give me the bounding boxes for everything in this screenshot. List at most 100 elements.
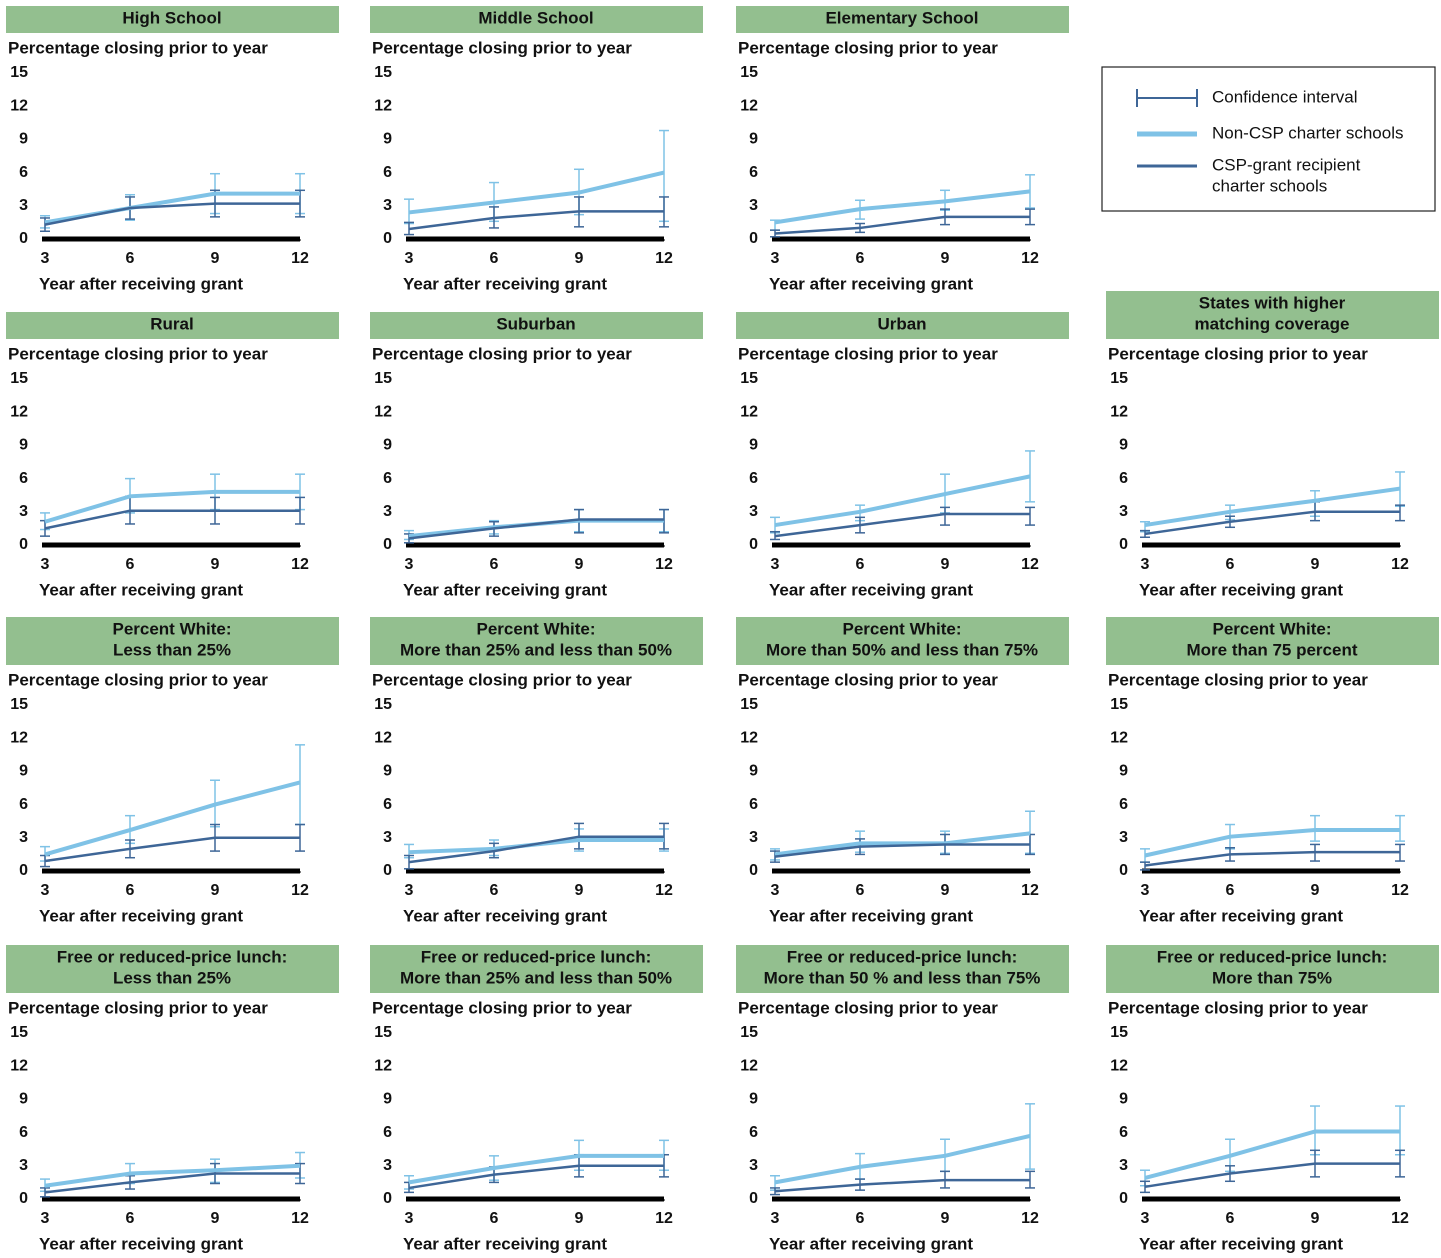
y-tick-label: 12 xyxy=(740,729,758,746)
y-tick-label: 9 xyxy=(383,437,392,454)
y-tick-label: 9 xyxy=(1119,437,1128,454)
x-axis xyxy=(772,1196,1030,1202)
x-tick-label: 3 xyxy=(41,1210,50,1227)
panel-title: Rural xyxy=(150,314,193,333)
x-tick-label: 12 xyxy=(1021,1210,1039,1227)
series-line xyxy=(44,1163,301,1188)
x-tick-label: 3 xyxy=(1141,1210,1150,1227)
x-tick-label: 9 xyxy=(575,1210,584,1227)
series-line xyxy=(44,780,301,857)
x-tick-label: 12 xyxy=(1021,250,1039,267)
legend-label: CSP-grant recipient xyxy=(1212,155,1361,174)
x-axis xyxy=(42,236,300,242)
panel-title: More than 75% xyxy=(1212,968,1332,987)
y-tick-label: 12 xyxy=(1110,1057,1128,1074)
y-axis-label: Percentage closing prior to year xyxy=(8,670,268,689)
x-axis-label: Year after receiving grant xyxy=(39,274,243,293)
x-tick-label: 12 xyxy=(1391,1210,1409,1227)
panel-title: Free or reduced-price lunch: xyxy=(1157,947,1388,966)
panel-title: Middle School xyxy=(478,8,593,27)
x-tick-label: 3 xyxy=(405,250,414,267)
x-tick-label: 12 xyxy=(291,882,309,899)
y-tick-label: 12 xyxy=(374,729,392,746)
x-axis-label: Year after receiving grant xyxy=(39,906,243,925)
y-tick-label: 12 xyxy=(374,97,392,114)
x-tick-label: 9 xyxy=(1311,556,1320,573)
y-tick-label: 12 xyxy=(10,97,28,114)
panel-title: Percent White: xyxy=(842,619,961,638)
y-axis-label: Percentage closing prior to year xyxy=(372,670,632,689)
x-tick-label: 6 xyxy=(1226,556,1235,573)
y-tick-label: 15 xyxy=(740,1024,758,1041)
y-tick-label: 12 xyxy=(10,403,28,420)
y-tick-label: 15 xyxy=(1110,696,1128,713)
y-axis-label: Percentage closing prior to year xyxy=(372,344,632,363)
y-tick-label: 0 xyxy=(1119,1190,1128,1207)
y-tick-label: 3 xyxy=(749,829,758,846)
y-tick-label: 6 xyxy=(19,164,28,181)
x-tick-label: 9 xyxy=(211,1210,220,1227)
y-tick-label: 6 xyxy=(749,470,758,487)
x-axis xyxy=(406,542,664,548)
x-axis xyxy=(406,868,664,874)
series-line xyxy=(774,474,1031,528)
series-line xyxy=(1144,486,1401,528)
panel-title: More than 25% and less than 50% xyxy=(400,640,672,659)
y-tick-label: 12 xyxy=(740,1057,758,1074)
x-tick-label: 3 xyxy=(771,250,780,267)
y-tick-label: 15 xyxy=(374,696,392,713)
y-tick-label: 9 xyxy=(749,131,758,148)
panel-title-band xyxy=(6,6,339,33)
panel-title-band xyxy=(736,6,1069,33)
y-tick-label: 6 xyxy=(1119,796,1128,813)
y-tick-label: 6 xyxy=(19,470,28,487)
panel-title-band xyxy=(6,617,339,665)
y-tick-label: 0 xyxy=(383,862,392,879)
y-axis-label: Percentage closing prior to year xyxy=(738,344,998,363)
series-line xyxy=(44,836,300,863)
series-line xyxy=(1144,828,1400,858)
y-tick-label: 9 xyxy=(1119,763,1128,780)
x-axis-label: Year after receiving grant xyxy=(403,906,607,925)
panel-title-band xyxy=(736,312,1069,339)
y-tick-label: 15 xyxy=(740,64,758,81)
x-axis xyxy=(772,236,1030,242)
panel-title-band xyxy=(1106,617,1439,665)
x-tick-label: 12 xyxy=(655,1210,673,1227)
x-tick-label: 12 xyxy=(655,882,673,899)
x-tick-label: 9 xyxy=(941,1210,950,1227)
panel-title-band xyxy=(1106,291,1439,339)
x-tick-label: 6 xyxy=(856,250,865,267)
x-tick-label: 9 xyxy=(1311,1210,1320,1227)
y-tick-label: 15 xyxy=(740,370,758,387)
series-line xyxy=(408,1164,664,1190)
x-axis xyxy=(42,542,300,548)
x-axis xyxy=(1142,868,1400,874)
series-line xyxy=(1144,1129,1400,1180)
series-line xyxy=(774,215,1030,235)
x-tick-label: 9 xyxy=(211,250,220,267)
y-axis-label: Percentage closing prior to year xyxy=(738,38,998,57)
panel-title-band xyxy=(736,945,1069,993)
legend-box xyxy=(1101,66,1436,212)
x-tick-label: 9 xyxy=(575,882,584,899)
y-tick-label: 3 xyxy=(383,829,392,846)
x-tick-label: 3 xyxy=(41,250,50,267)
panel-title: More than 50% and less than 75% xyxy=(766,640,1038,659)
y-tick-label: 6 xyxy=(749,164,758,181)
x-tick-label: 6 xyxy=(1226,1210,1235,1227)
panel-title: Less than 25% xyxy=(113,968,231,987)
y-tick-label: 0 xyxy=(749,536,758,553)
y-tick-label: 6 xyxy=(749,796,758,813)
panel-title: More than 75 percent xyxy=(1187,640,1358,659)
y-tick-label: 3 xyxy=(749,503,758,520)
panel-title-band xyxy=(6,945,339,993)
x-tick-label: 9 xyxy=(575,556,584,573)
x-axis xyxy=(406,1196,664,1202)
x-tick-label: 9 xyxy=(211,556,220,573)
y-tick-label: 6 xyxy=(383,470,392,487)
x-tick-label: 9 xyxy=(211,882,220,899)
y-axis-label: Percentage closing prior to year xyxy=(372,998,632,1017)
y-tick-label: 0 xyxy=(749,862,758,879)
